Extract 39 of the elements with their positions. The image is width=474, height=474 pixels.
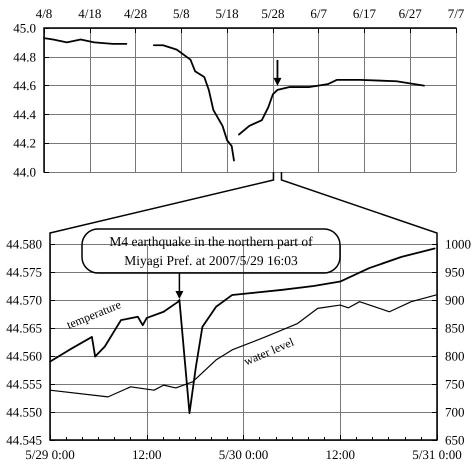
x-tick-label: 12:00 — [132, 447, 162, 462]
x-tick-label: 12:00 — [325, 447, 356, 462]
y2-tick-label: 850 — [445, 320, 464, 336]
y2-tick-label: 900 — [445, 292, 464, 308]
y-tick-label: 44.580 — [6, 236, 42, 252]
y-tick-label: 44.575 — [6, 264, 42, 280]
y-tick-label: 44.0 — [13, 164, 36, 180]
y-tick-label: 45.0 — [13, 20, 36, 36]
y-tick-label: 44.550 — [6, 404, 42, 420]
y-tick-label: 44.2 — [13, 136, 36, 151]
y-tick-label: 44.6 — [13, 78, 36, 94]
x-tick-label: 5/31 0:00 — [412, 447, 462, 462]
x-tick-label: 5/8 — [173, 6, 190, 21]
y-tick-label: 44.570 — [6, 292, 42, 308]
y-tick-label: 44.555 — [6, 376, 42, 392]
y2-tick-label: 650 — [445, 432, 464, 448]
x-tick-label: 4/28 — [124, 6, 148, 21]
x-tick-label: 4/8 — [36, 6, 52, 21]
x-tick-label: 5/18 — [216, 6, 239, 21]
y-tick-label: 44.565 — [6, 320, 42, 336]
x-tick-label: 5/30 0:00 — [218, 447, 268, 462]
text: water level — [242, 334, 297, 370]
x-tick-label: 6/17 — [352, 6, 376, 21]
y-tick-label: 44.8 — [13, 49, 36, 64]
y2-tick-label: 750 — [445, 376, 464, 392]
y2-tick-label: 800 — [445, 348, 464, 364]
y-tick-label: 44.4 — [13, 106, 36, 122]
x-tick-label: 4/18 — [78, 6, 102, 21]
x-tick-label: 5/28 — [261, 6, 284, 21]
annotation: M4 earthquake in the northern part of Miyagi Pref. at 2007/5/29 16:03 — [108, 233, 314, 270]
x-tick-label: 5/29 0:00 — [25, 447, 75, 462]
y-tick-label: 44.560 — [6, 348, 42, 364]
y2-tick-label: 1000 — [445, 236, 471, 252]
y-tick-label: 44.545 — [6, 432, 42, 448]
y2-tick-label: 700 — [445, 404, 464, 420]
x-tick-label: 6/7 — [310, 6, 328, 21]
y2-tick-label: 950 — [445, 264, 464, 280]
x-tick-label: 7/7 — [448, 6, 465, 21]
x-tick-label: 6/27 — [398, 6, 422, 21]
